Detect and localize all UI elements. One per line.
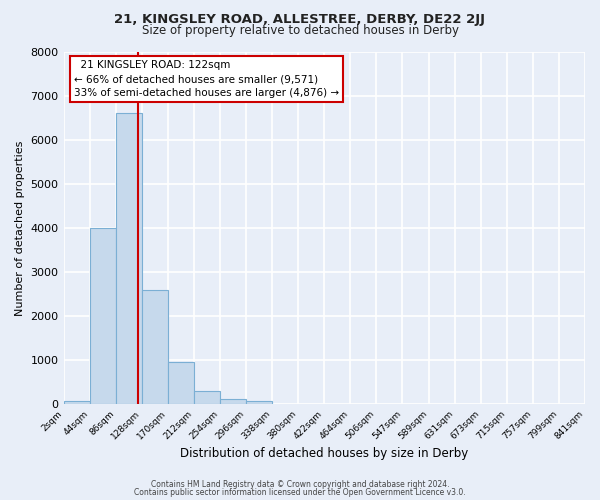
Bar: [194, 391, 220, 404]
Bar: [142, 290, 168, 405]
Text: Contains public sector information licensed under the Open Government Licence v3: Contains public sector information licen…: [134, 488, 466, 497]
Bar: [220, 399, 246, 404]
X-axis label: Distribution of detached houses by size in Derby: Distribution of detached houses by size …: [180, 447, 469, 460]
Bar: [64, 402, 89, 404]
Bar: [246, 402, 272, 404]
Y-axis label: Number of detached properties: Number of detached properties: [15, 140, 25, 316]
Bar: [89, 228, 116, 404]
Text: 21 KINGSLEY ROAD: 122sqm  
← 66% of detached houses are smaller (9,571)
33% of s: 21 KINGSLEY ROAD: 122sqm ← 66% of detach…: [74, 60, 339, 98]
Text: Size of property relative to detached houses in Derby: Size of property relative to detached ho…: [142, 24, 458, 37]
Text: Contains HM Land Registry data © Crown copyright and database right 2024.: Contains HM Land Registry data © Crown c…: [151, 480, 449, 489]
Bar: [168, 362, 194, 405]
Bar: [116, 114, 142, 405]
Text: 21, KINGSLEY ROAD, ALLESTREE, DERBY, DE22 2JJ: 21, KINGSLEY ROAD, ALLESTREE, DERBY, DE2…: [115, 12, 485, 26]
